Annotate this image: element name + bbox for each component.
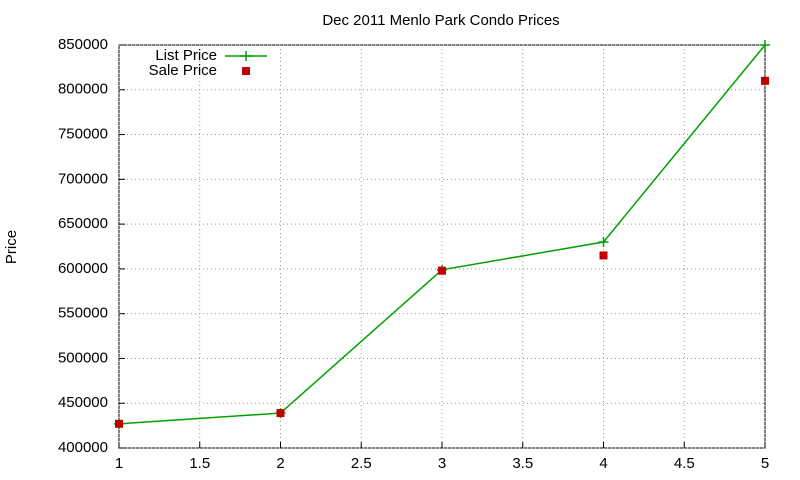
x-tick-label: 2 xyxy=(276,455,284,472)
x-tick-label: 1 xyxy=(115,455,123,472)
y-tick-label: 550000 xyxy=(58,305,108,322)
y-tick-label: 500000 xyxy=(58,349,108,366)
x-tick-label: 5 xyxy=(761,455,769,472)
x-tick-label: 4.5 xyxy=(674,455,695,472)
point xyxy=(761,76,769,85)
point xyxy=(438,266,446,275)
x-tick-label: 4 xyxy=(599,455,607,472)
legend-label: List Price xyxy=(155,47,217,64)
point xyxy=(760,40,770,50)
legend-marker xyxy=(241,51,251,61)
x-tick-label: 2.5 xyxy=(351,455,372,472)
point xyxy=(276,409,285,418)
chart-title: Dec 2011 Menlo Park Condo Prices xyxy=(322,12,559,29)
legend-label: Sale Price xyxy=(149,62,217,79)
y-tick-label: 650000 xyxy=(58,215,108,232)
y-tick-label: 700000 xyxy=(58,170,108,187)
x-tick-label: 3 xyxy=(438,455,446,472)
y-tick-label: 400000 xyxy=(58,439,108,456)
y-axis-label: Price xyxy=(3,230,20,264)
y-tick-label: 850000 xyxy=(58,36,108,53)
legend-marker xyxy=(242,67,250,75)
point xyxy=(598,237,609,248)
y-tick-label: 750000 xyxy=(58,126,108,143)
x-tick-label: 3.5 xyxy=(512,455,533,472)
y-tick-label: 600000 xyxy=(58,260,108,277)
point xyxy=(599,251,608,260)
point xyxy=(115,419,123,428)
y-tick-label: 450000 xyxy=(58,394,108,411)
y-tick-label: 800000 xyxy=(58,81,108,98)
x-tick-label: 1.5 xyxy=(189,455,210,472)
